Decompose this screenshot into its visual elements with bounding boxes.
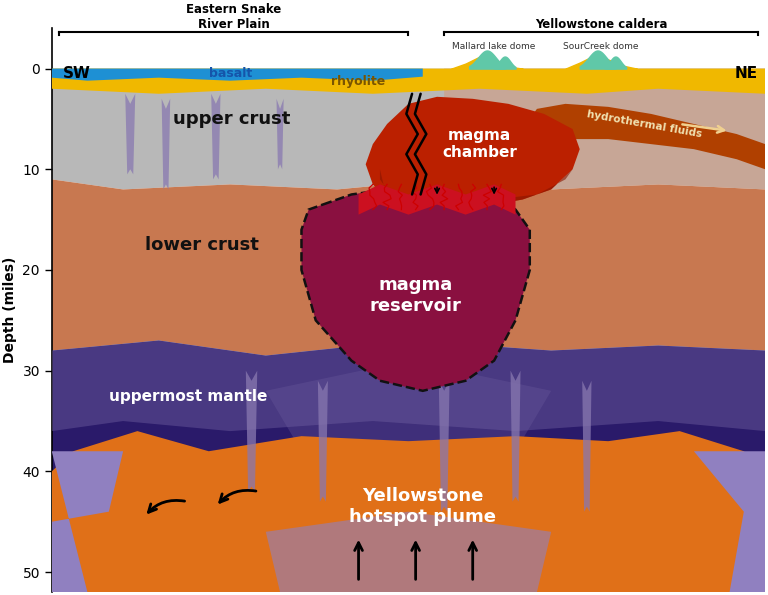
Polygon shape (51, 68, 765, 189)
Polygon shape (276, 99, 283, 170)
Text: Eastern Snake
River Plain: Eastern Snake River Plain (186, 4, 281, 32)
Text: Yellowstone caldera: Yellowstone caldera (535, 18, 667, 32)
Polygon shape (51, 451, 123, 592)
Polygon shape (359, 184, 515, 215)
Polygon shape (51, 340, 765, 592)
Polygon shape (266, 512, 551, 592)
Polygon shape (51, 68, 765, 94)
Y-axis label: Depth (miles): Depth (miles) (3, 257, 17, 364)
Polygon shape (511, 371, 521, 502)
Text: lower crust: lower crust (144, 236, 258, 254)
Polygon shape (51, 431, 765, 592)
Text: SourCreek dome: SourCreek dome (564, 42, 639, 51)
Polygon shape (366, 97, 580, 205)
Polygon shape (582, 381, 591, 512)
Polygon shape (161, 99, 170, 189)
Polygon shape (266, 361, 551, 451)
Polygon shape (51, 68, 422, 81)
Text: magma
chamber: magma chamber (442, 128, 518, 160)
Polygon shape (51, 179, 765, 356)
Text: rhyolite: rhyolite (332, 75, 386, 88)
Polygon shape (302, 189, 530, 391)
Polygon shape (51, 340, 765, 431)
Polygon shape (318, 381, 328, 502)
Polygon shape (380, 170, 573, 205)
Text: magma
reservoir: magma reservoir (369, 275, 462, 315)
Polygon shape (246, 371, 257, 491)
Text: Mallard lake dome: Mallard lake dome (452, 42, 536, 51)
Text: Yellowstone
hotspot plume: Yellowstone hotspot plume (349, 487, 496, 526)
Polygon shape (523, 104, 765, 170)
Text: uppermost mantle: uppermost mantle (109, 389, 267, 404)
Polygon shape (439, 381, 449, 512)
Polygon shape (211, 94, 220, 179)
Text: hydrothermal fluids: hydrothermal fluids (585, 109, 702, 139)
Text: SW: SW (62, 66, 91, 81)
Text: upper crust: upper crust (173, 110, 290, 128)
Polygon shape (694, 451, 765, 592)
Polygon shape (444, 68, 765, 189)
Polygon shape (125, 94, 135, 174)
Text: basalt: basalt (208, 67, 252, 80)
Text: NE: NE (735, 66, 758, 81)
